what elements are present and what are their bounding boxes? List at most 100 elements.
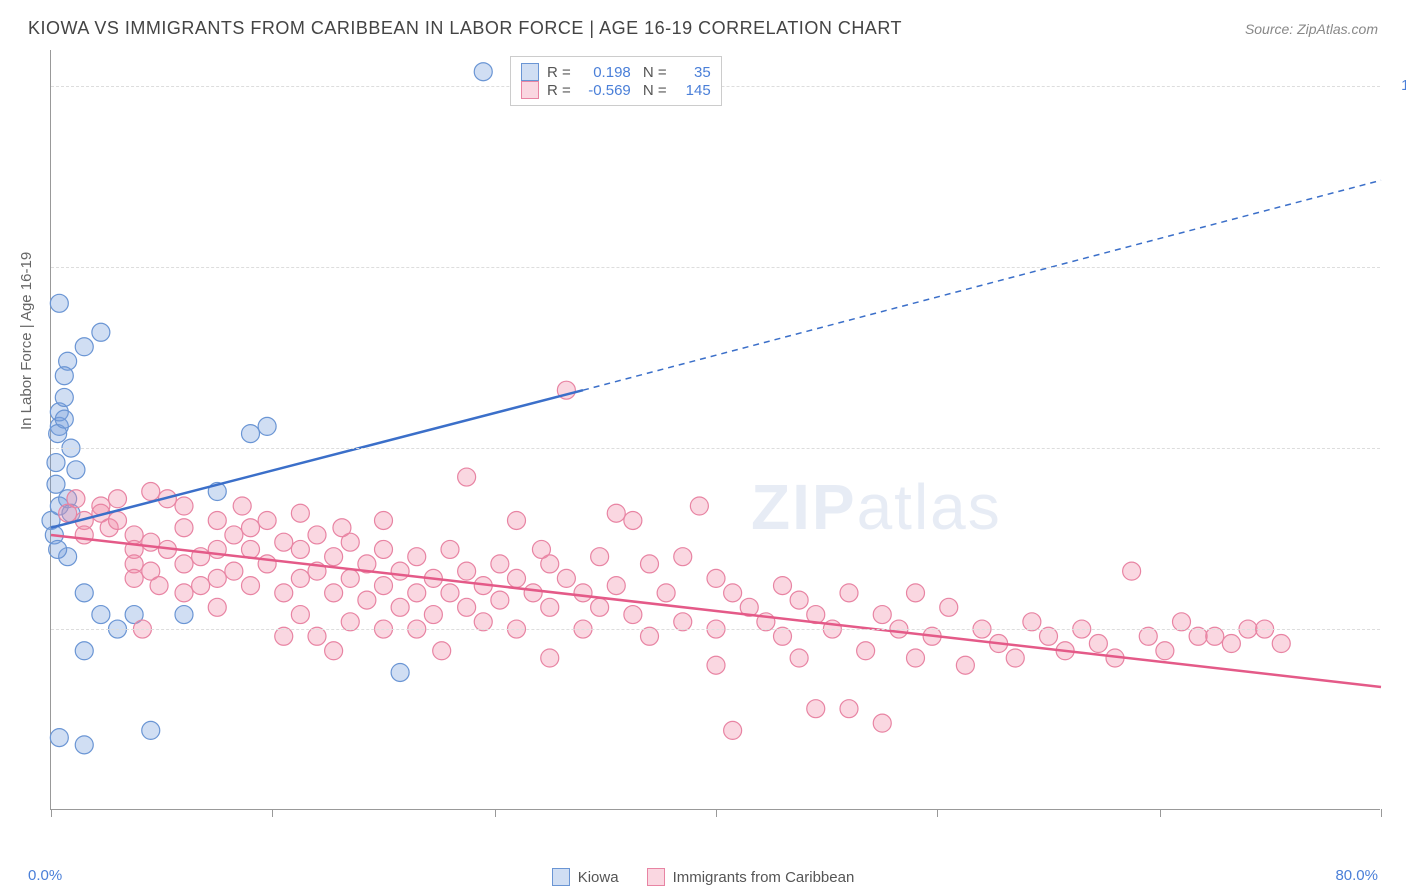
data-point (607, 577, 625, 595)
data-point (591, 548, 609, 566)
data-point (458, 598, 476, 616)
source-label: Source: ZipAtlas.com (1245, 21, 1378, 37)
y-axis-label: In Labor Force | Age 16-19 (18, 252, 35, 430)
data-point (333, 519, 351, 537)
data-point (458, 468, 476, 486)
data-point (807, 700, 825, 718)
legend-row: R = -0.569 N = 145 (521, 81, 711, 99)
data-point (192, 577, 210, 595)
correlation-legend: R = 0.198 N = 35 R = -0.569 N = 145 (510, 56, 722, 106)
data-point (907, 649, 925, 667)
data-point (840, 584, 858, 602)
data-point (574, 584, 592, 602)
data-point (92, 606, 110, 624)
series-legend: Kiowa Immigrants from Caribbean (0, 868, 1406, 886)
legend-r-label: R = (547, 82, 571, 99)
data-point (532, 540, 550, 558)
data-point (175, 606, 193, 624)
legend-label: Immigrants from Caribbean (673, 869, 855, 886)
data-point (940, 598, 958, 616)
legend-n-label: N = (639, 82, 667, 99)
data-point (258, 511, 276, 529)
data-point (308, 526, 326, 544)
data-point (790, 591, 808, 609)
x-tick (716, 809, 717, 817)
data-point (275, 584, 293, 602)
data-point (491, 591, 509, 609)
gridline (51, 629, 1380, 630)
data-point (358, 591, 376, 609)
data-point (524, 584, 542, 602)
data-point (1156, 642, 1174, 660)
data-point (225, 562, 243, 580)
data-point (433, 642, 451, 660)
data-point (391, 562, 409, 580)
data-point (225, 526, 243, 544)
data-point (242, 519, 260, 537)
data-point (624, 606, 642, 624)
data-point (591, 598, 609, 616)
data-point (109, 511, 127, 529)
data-point (408, 548, 426, 566)
data-point (541, 649, 559, 667)
data-point (49, 540, 67, 558)
x-tick (272, 809, 273, 817)
data-point (1123, 562, 1141, 580)
x-tick (1160, 809, 1161, 817)
data-point (291, 606, 309, 624)
data-point (50, 294, 68, 312)
data-point (75, 338, 93, 356)
data-point (956, 656, 974, 674)
data-point (657, 584, 675, 602)
data-point (873, 714, 891, 732)
data-point (1089, 635, 1107, 653)
legend-item: Immigrants from Caribbean (647, 868, 855, 886)
data-point (47, 454, 65, 472)
data-point (790, 649, 808, 667)
legend-swatch (521, 63, 539, 81)
x-tick (937, 809, 938, 817)
data-point (774, 577, 792, 595)
data-point (1272, 635, 1290, 653)
legend-item: Kiowa (552, 868, 619, 886)
legend-label: Kiowa (578, 869, 619, 886)
data-point (391, 663, 409, 681)
data-point (873, 606, 891, 624)
data-point (375, 540, 393, 558)
data-point (724, 584, 742, 602)
data-point (707, 569, 725, 587)
data-point (508, 511, 526, 529)
data-point (258, 417, 276, 435)
data-point (458, 562, 476, 580)
data-point (375, 511, 393, 529)
data-point (325, 642, 343, 660)
x-tick (51, 809, 52, 817)
data-point (47, 475, 65, 493)
data-point (109, 490, 127, 508)
legend-swatch (521, 81, 539, 99)
data-point (474, 63, 492, 81)
data-point (907, 584, 925, 602)
data-point (291, 504, 309, 522)
data-point (75, 642, 93, 660)
data-point (857, 642, 875, 660)
data-point (341, 569, 359, 587)
x-tick (1381, 809, 1382, 817)
data-point (208, 598, 226, 616)
data-point (75, 736, 93, 754)
data-point (175, 519, 193, 537)
data-point (142, 483, 160, 501)
legend-row: R = 0.198 N = 35 (521, 63, 711, 81)
legend-n-value: 35 (675, 64, 711, 81)
data-point (291, 540, 309, 558)
trend-line (51, 390, 583, 528)
chart-title: KIOWA VS IMMIGRANTS FROM CARIBBEAN IN LA… (28, 18, 902, 39)
y-tick-label: 100.0% (1401, 77, 1406, 94)
chart-plot-area: ZIPatlas 25.0%50.0%75.0%100.0% (50, 50, 1380, 810)
data-point (258, 555, 276, 573)
data-point (1222, 635, 1240, 653)
data-point (175, 497, 193, 515)
legend-swatch (552, 868, 570, 886)
data-point (67, 490, 85, 508)
data-point (441, 584, 459, 602)
